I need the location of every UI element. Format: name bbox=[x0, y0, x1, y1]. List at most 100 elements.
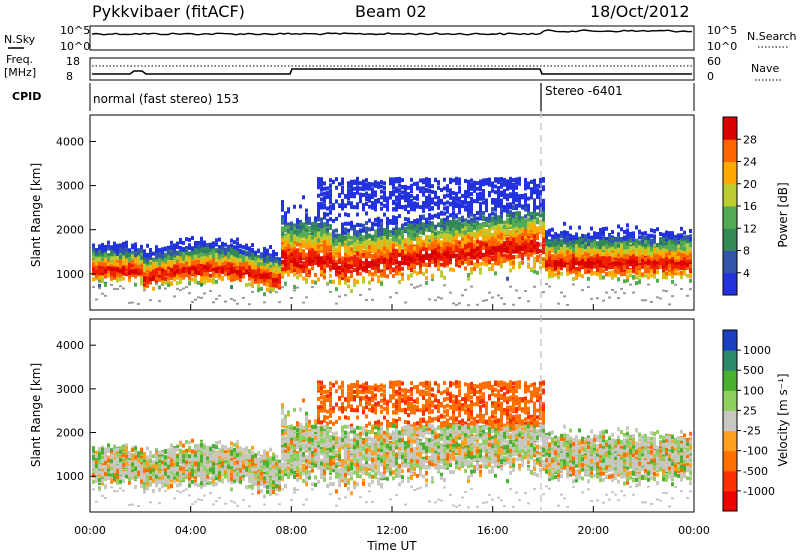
power-cell bbox=[131, 259, 134, 264]
power-cell bbox=[404, 204, 407, 209]
power-cell bbox=[347, 251, 350, 256]
power-cell bbox=[125, 249, 128, 254]
power-cell bbox=[164, 269, 167, 274]
power-cell bbox=[182, 274, 185, 279]
power-cell bbox=[398, 240, 401, 245]
power-cell bbox=[368, 193, 371, 198]
power-cell bbox=[407, 217, 410, 222]
power-cell bbox=[320, 192, 323, 197]
power-cell bbox=[266, 287, 269, 292]
power-cell bbox=[398, 183, 401, 188]
power-cell bbox=[116, 267, 119, 272]
power-cell bbox=[338, 252, 341, 257]
power-cell bbox=[341, 229, 344, 234]
power-cell bbox=[341, 185, 344, 190]
freq-label-line2: [MHz] bbox=[4, 66, 36, 79]
power-cell bbox=[341, 264, 344, 269]
power-cell bbox=[257, 258, 260, 263]
power-cell bbox=[155, 265, 158, 270]
power-cell bbox=[143, 266, 146, 271]
power-cell bbox=[176, 260, 179, 265]
power-cell bbox=[203, 240, 206, 245]
power-cell bbox=[368, 260, 371, 265]
power-cell bbox=[149, 264, 152, 269]
power-cell bbox=[431, 260, 434, 265]
power-cell bbox=[365, 195, 368, 200]
power-cell bbox=[113, 268, 116, 273]
power-cell bbox=[287, 236, 290, 241]
power-cell bbox=[338, 265, 341, 270]
power-cell bbox=[332, 262, 335, 267]
power-cell bbox=[416, 237, 419, 242]
power-cell bbox=[407, 265, 410, 270]
power-cell bbox=[140, 244, 143, 249]
power-cell bbox=[260, 279, 263, 284]
power-cell bbox=[95, 298, 98, 301]
power-cell bbox=[395, 258, 398, 263]
power-cell bbox=[407, 248, 410, 253]
power-cell bbox=[395, 216, 398, 221]
power-cell bbox=[386, 274, 389, 279]
power-cell bbox=[425, 276, 428, 281]
power-cell bbox=[191, 235, 194, 240]
power-cell bbox=[161, 280, 164, 285]
power-cell bbox=[365, 211, 368, 216]
power-cell bbox=[374, 245, 377, 250]
power-cell bbox=[425, 220, 428, 225]
power-cell bbox=[359, 228, 362, 233]
power-cell bbox=[293, 262, 296, 267]
power-cell bbox=[422, 178, 425, 183]
power-cell bbox=[383, 190, 386, 195]
power-cell bbox=[101, 279, 104, 284]
power-cell bbox=[383, 228, 386, 233]
power-cell bbox=[356, 185, 359, 190]
power-cell bbox=[395, 201, 398, 206]
power-cell bbox=[146, 265, 149, 270]
power-cell bbox=[353, 259, 356, 264]
power-cell bbox=[212, 241, 215, 246]
power-cell bbox=[308, 250, 311, 255]
power-cell bbox=[332, 233, 335, 238]
power-cell bbox=[296, 225, 299, 230]
power-cell bbox=[209, 254, 212, 259]
power-cell bbox=[413, 196, 416, 201]
power-cell bbox=[410, 283, 413, 286]
power-cell bbox=[167, 283, 170, 288]
power-cell bbox=[407, 262, 410, 267]
power-cell bbox=[134, 274, 137, 279]
power-cell bbox=[398, 271, 401, 276]
power-cell bbox=[320, 186, 323, 191]
power-cell bbox=[152, 269, 155, 274]
power-cell bbox=[395, 186, 398, 191]
power-cell bbox=[302, 240, 305, 245]
power-cell bbox=[329, 266, 332, 271]
nsky-label: N.Sky bbox=[4, 33, 36, 46]
power-cell bbox=[305, 220, 308, 225]
power-cell bbox=[161, 255, 164, 260]
power-cell bbox=[404, 238, 407, 243]
power-cell bbox=[137, 251, 140, 256]
power-cell bbox=[428, 213, 431, 218]
power-cell bbox=[113, 270, 116, 275]
power-cell bbox=[119, 261, 122, 266]
power-cell bbox=[179, 240, 182, 245]
power-cell bbox=[404, 249, 407, 254]
power-cell bbox=[383, 185, 386, 190]
power-cell bbox=[305, 239, 308, 244]
power-cell bbox=[116, 275, 119, 280]
power-cell bbox=[329, 235, 332, 240]
power-cell bbox=[374, 193, 377, 198]
power-cell bbox=[296, 242, 299, 247]
power-cell bbox=[122, 287, 125, 290]
power-cell bbox=[383, 235, 386, 240]
power-cell bbox=[308, 257, 311, 262]
power-cell bbox=[128, 251, 131, 256]
power-cell bbox=[419, 178, 422, 183]
power-cell bbox=[260, 253, 263, 258]
power-cell bbox=[320, 197, 323, 202]
power-cell bbox=[356, 181, 359, 186]
power-cell bbox=[251, 243, 254, 248]
power-cell bbox=[404, 222, 407, 227]
power-cell bbox=[281, 205, 284, 210]
power-cell bbox=[284, 239, 287, 244]
